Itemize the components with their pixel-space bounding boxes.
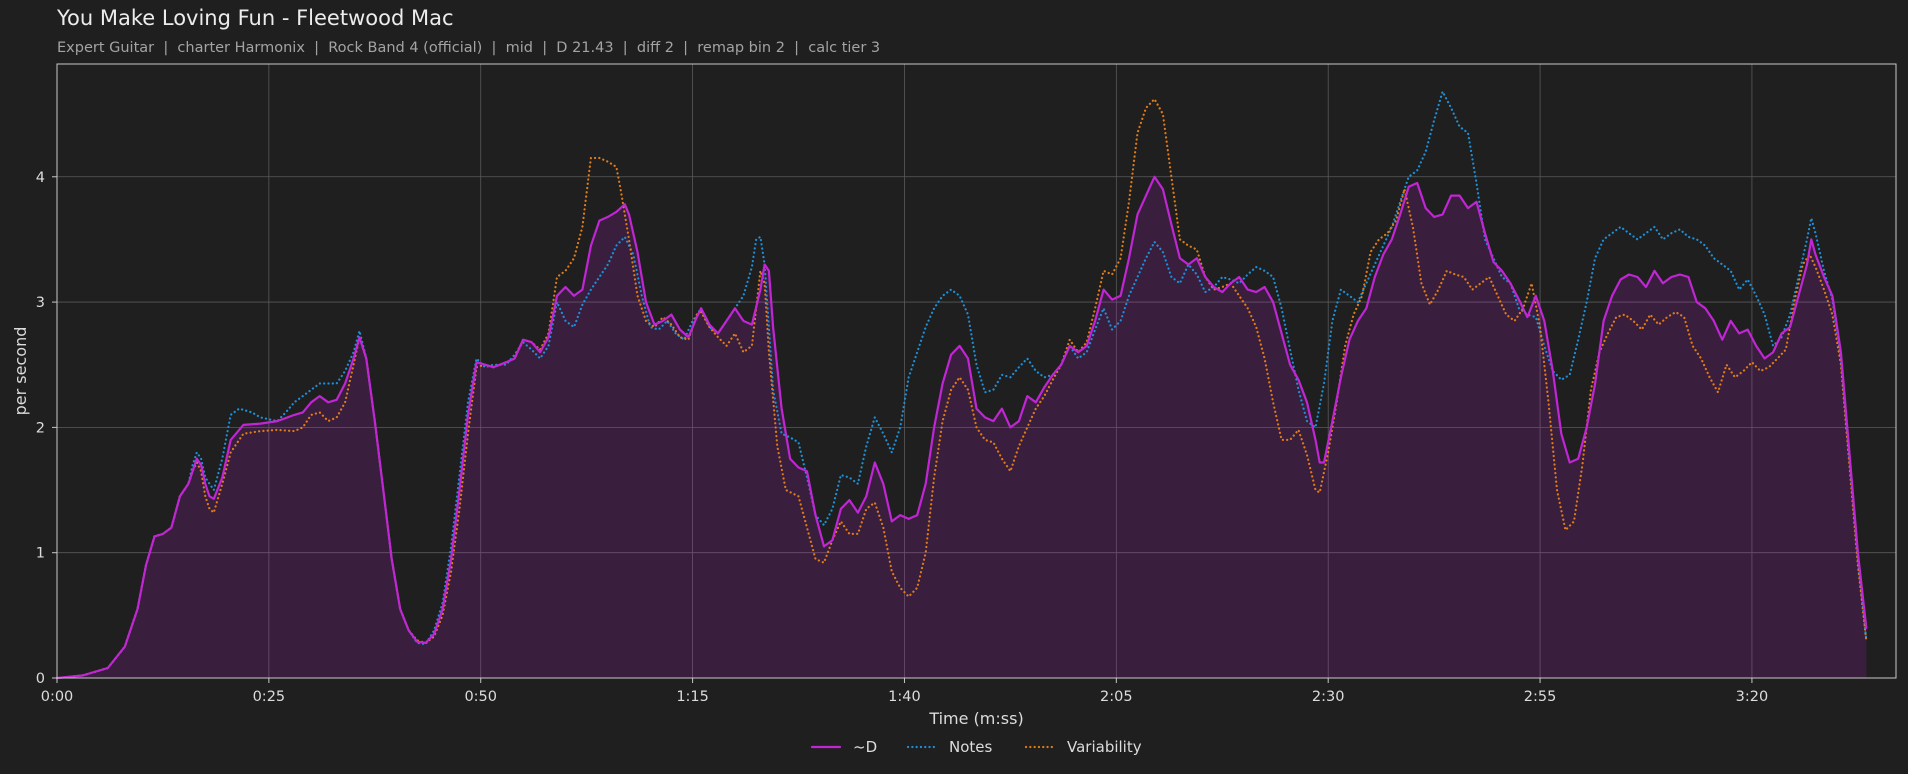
- x-tick-label: 3:20: [1736, 689, 1769, 705]
- y-tick-label: 1: [36, 546, 45, 562]
- chart-title: You Make Loving Fun - Fleetwood Mac: [57, 6, 454, 30]
- legend-label-variability: Variability: [1067, 738, 1142, 756]
- x-tick-label: 2:30: [1312, 689, 1345, 705]
- x-tick-label: 2:05: [1100, 689, 1133, 705]
- y-tick-label: 4: [36, 170, 45, 186]
- x-axis-label: Time (m:ss): [928, 709, 1023, 728]
- y-tick-label: 0: [36, 671, 45, 687]
- area-fills: [57, 176, 1867, 679]
- area-d: [57, 176, 1867, 679]
- x-tick-label: 0:50: [464, 689, 497, 705]
- x-tick-label: 1:40: [888, 689, 921, 705]
- legend-label-d: ~D: [853, 738, 877, 756]
- series-line-d: [55, 175, 1868, 680]
- plot-frame: [56, 63, 1897, 679]
- legend-label-notes: Notes: [949, 738, 993, 756]
- x-tick-label: 0:25: [253, 689, 286, 705]
- x-axis-ticks: 0:00 0:25 0:50 1:15 1:40 2:05 2:30 2:55 3:20: [41, 678, 1768, 705]
- series-lines: [55, 90, 1868, 680]
- chart-subtitle: Expert Guitar | charter Harmonix | Rock …: [57, 40, 881, 56]
- series-line-variability: [55, 98, 1868, 680]
- legend: ~D Notes Variability: [810, 738, 1142, 756]
- y-axis-ticks: 0 1 2 3 4: [36, 170, 57, 687]
- y-tick-label: 2: [36, 420, 45, 436]
- y-tick-label: 3: [36, 295, 45, 311]
- x-tick-label: 0:00: [41, 689, 74, 705]
- x-tick-label: 2:55: [1524, 689, 1557, 705]
- y-axis-label: per second: [11, 327, 30, 416]
- x-tick-label: 1:15: [676, 689, 709, 705]
